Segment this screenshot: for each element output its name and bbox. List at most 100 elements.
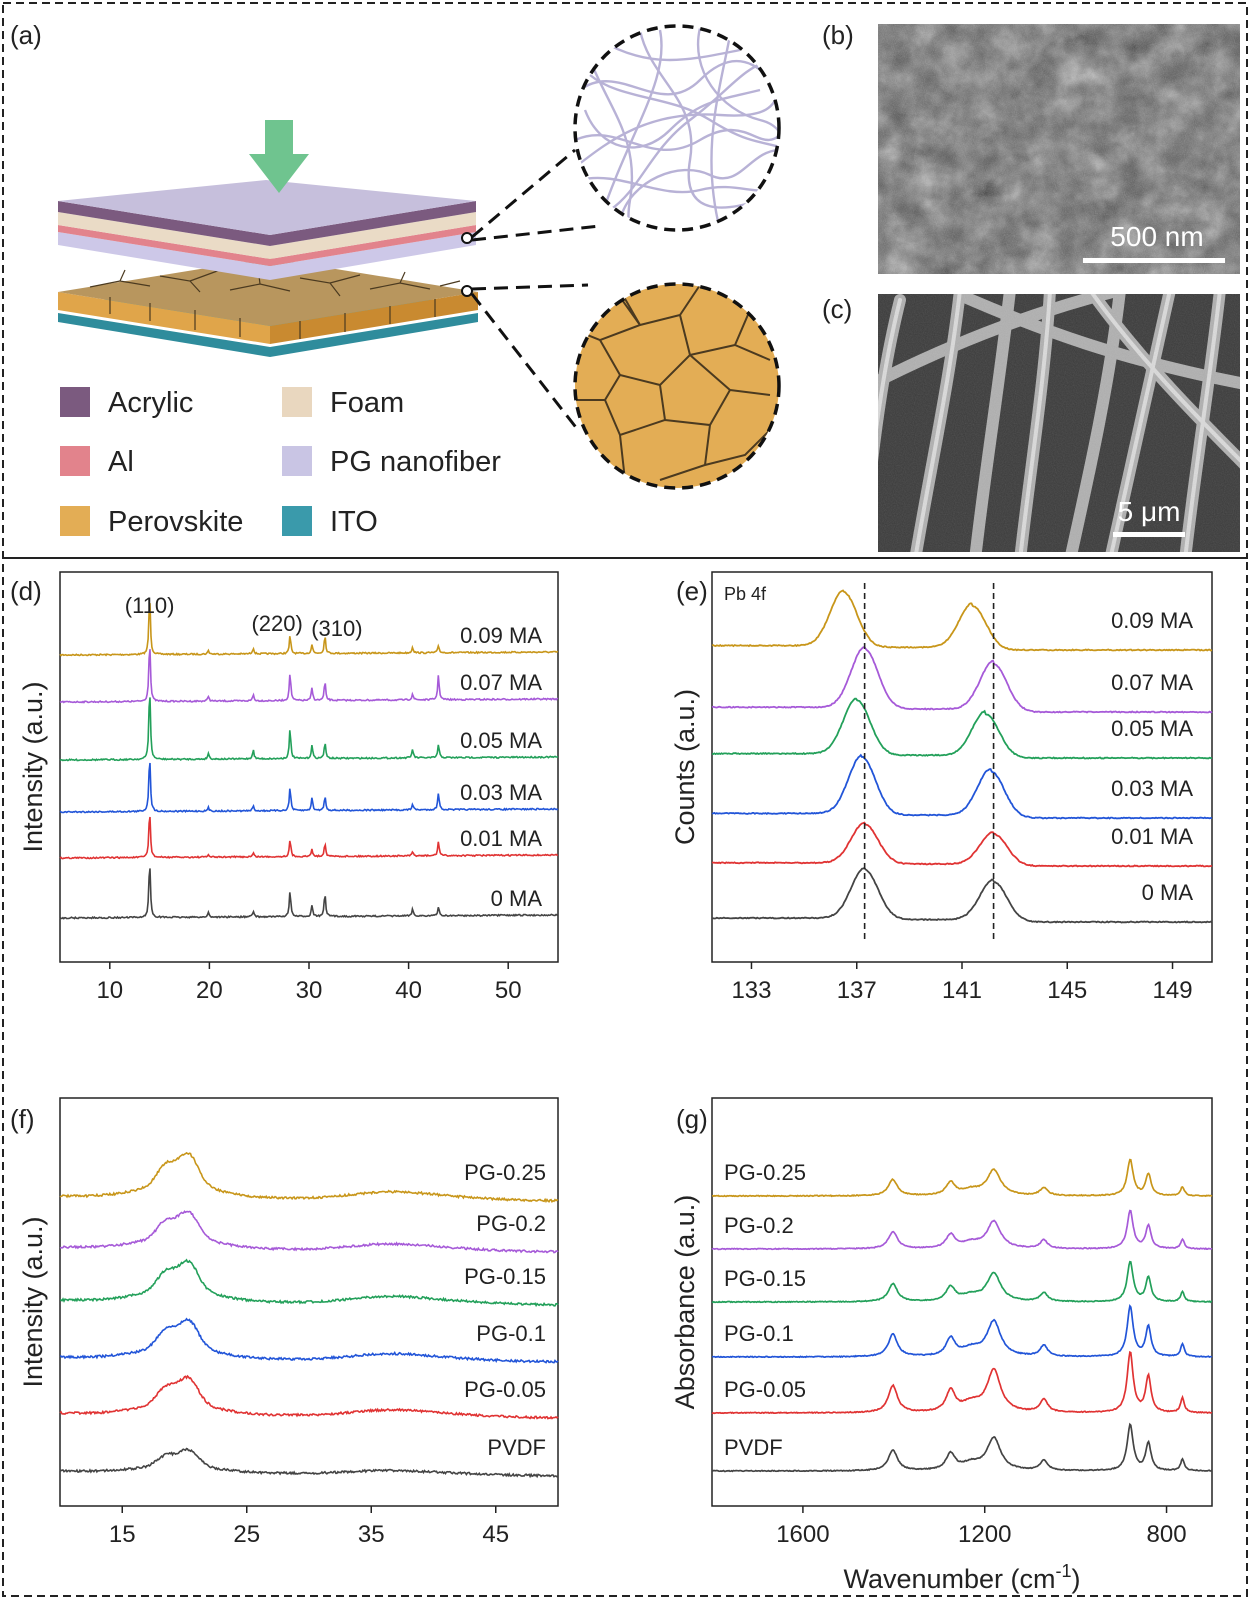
legend-swatch-al — [60, 446, 90, 476]
series-label: PG-0.25 — [464, 1160, 546, 1185]
legend-swatch-pg-nanofiber — [282, 446, 312, 476]
x-axis-title: Wavenumber (cm-1) — [843, 1561, 1080, 1594]
scale-bar-label-b: 500 nm — [1110, 221, 1203, 252]
series-label: PG-0.25 — [724, 1160, 806, 1185]
series-line — [59, 1374, 559, 1420]
x-tick-label: 10 — [96, 977, 123, 1004]
peak-label: (310) — [311, 616, 362, 641]
series-line — [59, 816, 559, 860]
peak-label: (110) — [125, 593, 175, 618]
callout-line — [471, 148, 576, 239]
legend-swatch-perovskite — [60, 506, 90, 536]
ito-layer — [58, 313, 478, 357]
legend-label-pg-nanofiber: PG nanofiber — [330, 446, 501, 478]
perovskite-side — [270, 292, 478, 344]
series-label: 0.03 MA — [460, 780, 542, 805]
scale-bar-b — [1083, 258, 1225, 263]
x-tick-label: 45 — [482, 1521, 509, 1548]
series-label: PVDF — [487, 1435, 546, 1460]
series-line — [711, 1158, 1213, 1198]
series-label: PG-0.05 — [464, 1377, 546, 1402]
y-axis-title: Absorbance (a.u.) — [670, 1195, 700, 1410]
callout-dot-fiber — [461, 232, 473, 244]
x-tick-label: 149 — [1153, 977, 1193, 1004]
series-line — [59, 762, 559, 814]
series-label: 0.09 MA — [1111, 608, 1193, 633]
panel-label-c: (c) — [822, 294, 852, 324]
legend-label-perovskite: Perovskite — [108, 506, 243, 538]
series-line — [711, 645, 1213, 714]
series-line — [711, 1304, 1213, 1359]
fiber-zoom-circle — [575, 26, 779, 230]
pressure-arrow-icon — [249, 120, 309, 193]
series-label: PG-0.15 — [464, 1264, 546, 1289]
foam-layer — [58, 212, 476, 259]
x-tick-label: 25 — [233, 1521, 260, 1548]
perovskite-front — [58, 292, 270, 344]
legend-label-foam: Foam — [330, 387, 404, 419]
x-axis-title-sup: -1 — [1056, 1561, 1072, 1581]
x-tick-label: 50 — [495, 977, 522, 1004]
grain-zoom-circle — [575, 284, 779, 488]
series-label: PG-0.05 — [724, 1377, 806, 1402]
series-line — [59, 1258, 559, 1308]
series-label: PVDF — [724, 1435, 783, 1460]
y-axis-title: Intensity (a.u.) — [18, 681, 48, 852]
top-frame — [2, 2, 1248, 559]
al-layer — [58, 225, 476, 266]
series-label: PG-0.2 — [476, 1211, 546, 1236]
plot-frame — [59, 1097, 559, 1507]
callout-line — [471, 224, 601, 242]
perovskite-top — [58, 258, 478, 326]
series-line — [711, 753, 1213, 820]
panel-label-g: (g) — [676, 1104, 708, 1134]
legend-label-ito: ITO — [330, 506, 378, 538]
series-label: 0.07 MA — [1111, 670, 1193, 695]
x-tick-label: 137 — [837, 977, 877, 1004]
callout-dot-perovskite — [461, 285, 473, 297]
legend-swatch-ito — [282, 506, 312, 536]
series-line — [711, 821, 1213, 868]
grain-zoom-border — [573, 282, 781, 490]
series-label: PG-0.15 — [724, 1266, 806, 1291]
x-axis-title-main: Wavenumber (cm — [843, 1564, 1055, 1594]
series-label: 0.01 MA — [1111, 824, 1193, 849]
acrylic-top — [58, 180, 476, 235]
series-line — [59, 1210, 559, 1254]
panel-label-b: (b) — [822, 20, 854, 50]
xps-chart: 133 137 141 145 149 Counts (a.u.) 0.09 MA 0.07 … — [670, 571, 1213, 1004]
sem-image-c: 5 μm — [878, 294, 1240, 552]
x-tick-label: 141 — [942, 977, 982, 1004]
series-label: 0.05 MA — [460, 728, 542, 753]
series-line — [59, 1447, 559, 1479]
series-line — [711, 1350, 1213, 1415]
series-label: 0.09 MA — [460, 623, 542, 648]
legend-swatch-foam — [282, 387, 312, 417]
x-tick-label: 133 — [731, 977, 771, 1004]
legend-swatch-acrylic — [60, 387, 90, 417]
panel-label-a: (a) — [10, 20, 42, 50]
legend-label-al: Al — [108, 446, 134, 478]
series-line — [59, 1151, 559, 1204]
x-tick-label: 1200 — [958, 1521, 1011, 1548]
x-tick-label: 30 — [296, 977, 323, 1004]
series-line — [59, 1317, 559, 1364]
panel-label-d: (d) — [10, 576, 42, 606]
series-line — [711, 867, 1213, 924]
grain-boundaries — [575, 284, 771, 481]
callout-line — [470, 293, 580, 431]
series-line — [59, 697, 559, 762]
series-label: 0.07 MA — [460, 670, 542, 695]
series-line — [59, 603, 559, 657]
annotation-pb4f: Pb 4f — [724, 584, 767, 604]
series-line — [711, 1422, 1213, 1473]
panel-label-f: (f) — [10, 1104, 35, 1134]
device-schematic: Acrylic Foam Al PG nanofiber Perovskite … — [58, 24, 781, 538]
xrd-chart: 10 20 30 40 50 Intensity (a.u.) 0.09 MA 0.07 MA… — [18, 571, 559, 1004]
series-label: 0.03 MA — [1111, 776, 1193, 801]
x-tick-label: 1600 — [776, 1521, 829, 1548]
callout-line — [471, 283, 589, 291]
x-tick-label: 15 — [109, 1521, 136, 1548]
x-tick-label: 145 — [1047, 977, 1087, 1004]
